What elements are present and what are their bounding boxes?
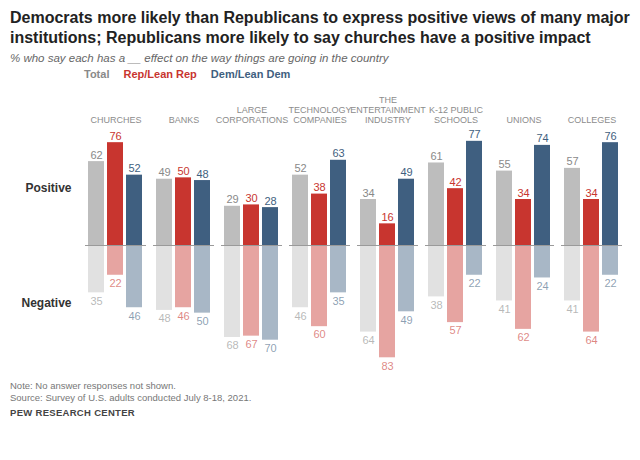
svg-text:83: 83 bbox=[381, 360, 393, 372]
svg-text:28: 28 bbox=[264, 195, 276, 207]
svg-text:BANKS: BANKS bbox=[169, 115, 200, 125]
svg-text:22: 22 bbox=[604, 277, 616, 289]
svg-text:29: 29 bbox=[226, 193, 238, 205]
svg-text:24: 24 bbox=[536, 280, 548, 292]
svg-text:57: 57 bbox=[449, 324, 461, 336]
html-text:% who say each has a __ effect: % who say each has a __ effect on the wa… bbox=[10, 52, 389, 64]
svg-text:34: 34 bbox=[585, 187, 597, 199]
svg-text:16: 16 bbox=[381, 211, 393, 223]
svg-text:64: 64 bbox=[362, 334, 374, 346]
svg-text:UNIONS: UNIONS bbox=[506, 115, 541, 125]
svg-text:74: 74 bbox=[536, 132, 548, 144]
svg-text:52: 52 bbox=[294, 162, 306, 174]
svg-text:K-12 PUBLICSCHOOLS: K-12 PUBLICSCHOOLS bbox=[429, 105, 484, 125]
svg-text:64: 64 bbox=[585, 334, 597, 346]
svg-text:49: 49 bbox=[158, 166, 170, 178]
svg-text:Negative: Negative bbox=[21, 296, 71, 310]
svg-text:57: 57 bbox=[566, 155, 578, 167]
svg-text:30: 30 bbox=[245, 192, 257, 204]
svg-text:41: 41 bbox=[566, 303, 578, 315]
svg-text:61: 61 bbox=[430, 150, 442, 162]
html-text:Note: No answer responses not: Note: No answer responses not shown. bbox=[10, 380, 176, 391]
svg-text:35: 35 bbox=[90, 295, 102, 307]
svg-text:41: 41 bbox=[498, 303, 510, 315]
svg-text:46: 46 bbox=[177, 310, 189, 322]
svg-text:38: 38 bbox=[313, 181, 325, 193]
svg-text:COLLEGES: COLLEGES bbox=[568, 115, 617, 125]
svg-text:49: 49 bbox=[400, 166, 412, 178]
html-text:Democrats more likely than Rep: Democrats more likely than Republicans t… bbox=[10, 9, 630, 46]
svg-text:42: 42 bbox=[449, 176, 461, 188]
html-text:Source: Survey of U.S. adults: Source: Survey of U.S. adults conducted … bbox=[10, 392, 252, 403]
svg-text:50: 50 bbox=[177, 165, 189, 177]
html-text:Rep/Lean Rep: Rep/Lean Rep bbox=[123, 68, 197, 80]
svg-text:Positive: Positive bbox=[25, 181, 71, 195]
svg-text:49: 49 bbox=[400, 314, 412, 326]
svg-text:60: 60 bbox=[313, 328, 325, 340]
html-text:Dem/Lean Dem: Dem/Lean Dem bbox=[210, 68, 291, 80]
svg-text:77: 77 bbox=[468, 128, 480, 140]
svg-text:55: 55 bbox=[498, 158, 510, 170]
svg-text:46: 46 bbox=[128, 310, 140, 322]
svg-text:34: 34 bbox=[517, 187, 529, 199]
svg-text:35: 35 bbox=[332, 295, 344, 307]
svg-text:62: 62 bbox=[90, 149, 102, 161]
svg-text:52: 52 bbox=[128, 162, 140, 174]
svg-text:76: 76 bbox=[109, 130, 121, 142]
svg-text:68: 68 bbox=[226, 339, 238, 351]
svg-text:CHURCHES: CHURCHES bbox=[90, 115, 141, 125]
svg-text:22: 22 bbox=[109, 277, 121, 289]
html-text:PEW RESEARCH CENTER: PEW RESEARCH CENTER bbox=[10, 407, 135, 418]
svg-text:22: 22 bbox=[468, 277, 480, 289]
svg-text:62: 62 bbox=[517, 331, 529, 343]
svg-text:48: 48 bbox=[158, 312, 170, 324]
svg-text:70: 70 bbox=[264, 342, 276, 354]
svg-text:38: 38 bbox=[430, 299, 442, 311]
svg-text:63: 63 bbox=[332, 147, 344, 159]
svg-text:THEENTERTAINMENTINDUSTRY: THEENTERTAINMENTINDUSTRY bbox=[350, 95, 426, 125]
svg-text:50: 50 bbox=[196, 315, 208, 327]
svg-text:34: 34 bbox=[362, 187, 374, 199]
svg-text:48: 48 bbox=[196, 168, 208, 180]
svg-text:TECHNOLOGYCOMPANIES: TECHNOLOGYCOMPANIES bbox=[288, 105, 351, 125]
html-text:Total: Total bbox=[84, 68, 110, 80]
svg-text:LARGECORPORATIONS: LARGECORPORATIONS bbox=[216, 105, 288, 125]
svg-text:76: 76 bbox=[604, 130, 616, 142]
svg-text:67: 67 bbox=[245, 338, 257, 350]
svg-text:46: 46 bbox=[294, 310, 306, 322]
